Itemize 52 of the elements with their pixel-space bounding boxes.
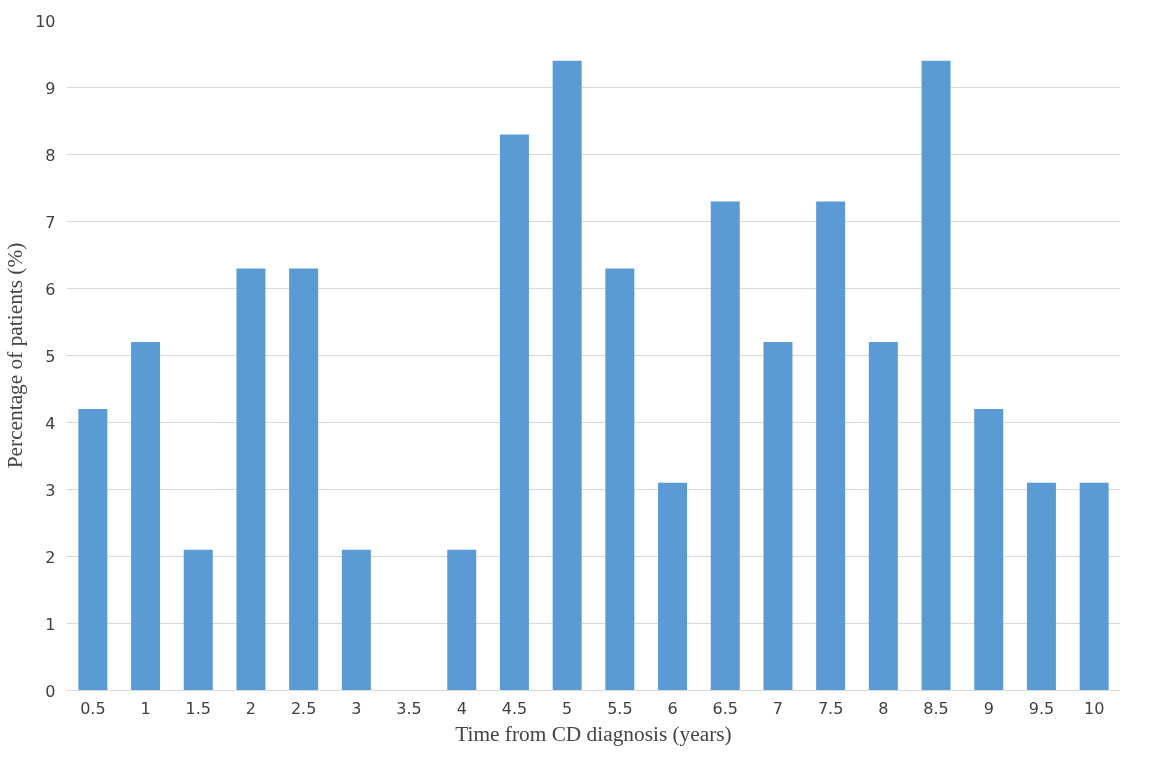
x-axis-title: Time from CD diagnosis (years) <box>455 721 732 746</box>
y-tick-label: 10 <box>35 11 56 31</box>
bar <box>236 268 266 691</box>
y-tick-label: 0 <box>45 681 56 701</box>
x-tick-label: 7 <box>772 698 784 718</box>
x-tick-label: 3.5 <box>396 698 422 718</box>
y-tick-label: 2 <box>45 547 56 567</box>
x-tick-label: 0.5 <box>80 698 106 718</box>
x-tick-label: 3 <box>351 698 362 718</box>
x-tick-label: 5.5 <box>607 698 633 718</box>
bar <box>921 60 951 691</box>
x-tick-label: 2.5 <box>290 698 317 718</box>
bar <box>974 409 1004 691</box>
x-tick-label: 4 <box>456 698 467 718</box>
bar <box>658 482 688 691</box>
bar <box>605 268 635 691</box>
x-tick-label: 9.5 <box>1028 698 1055 718</box>
bar <box>447 549 477 691</box>
bar <box>710 201 740 691</box>
y-tick-label: 7 <box>45 212 56 232</box>
bar <box>1026 482 1056 691</box>
x-tick-label: 10 <box>1083 698 1105 718</box>
y-tick-label: 6 <box>45 279 56 299</box>
x-tick-label: 2 <box>245 698 257 718</box>
x-tick-label: 8 <box>878 698 889 718</box>
y-tick-label: 3 <box>45 480 56 500</box>
bar <box>499 134 529 691</box>
y-tick-label: 1 <box>45 614 56 634</box>
bar <box>1079 482 1109 691</box>
y-tick-label: 4 <box>45 413 56 433</box>
y-tick-label: 8 <box>45 145 56 165</box>
x-tick-label: 9 <box>983 698 994 718</box>
x-tick-label: 4.5 <box>501 698 528 718</box>
x-tick-label: 8.5 <box>923 698 949 718</box>
bar <box>341 549 371 691</box>
x-tick-label: 7.5 <box>817 698 844 718</box>
bar <box>552 60 582 691</box>
bar <box>816 201 846 691</box>
bar <box>78 409 108 691</box>
bar <box>868 342 898 691</box>
y-tick-label: 9 <box>45 78 56 98</box>
bar <box>763 342 793 691</box>
bar <box>183 549 213 691</box>
x-tick-label: 1 <box>140 698 151 718</box>
y-tick-label: 5 <box>45 346 56 366</box>
x-tick-label: 5 <box>562 698 573 718</box>
bar <box>289 268 319 691</box>
x-tick-label: 1.5 <box>185 698 211 718</box>
y-axis-title: Percentage of patients (%) <box>3 242 28 469</box>
x-tick-label: 6 <box>667 698 678 718</box>
bar <box>131 342 161 691</box>
x-tick-label: 6.5 <box>712 698 738 718</box>
